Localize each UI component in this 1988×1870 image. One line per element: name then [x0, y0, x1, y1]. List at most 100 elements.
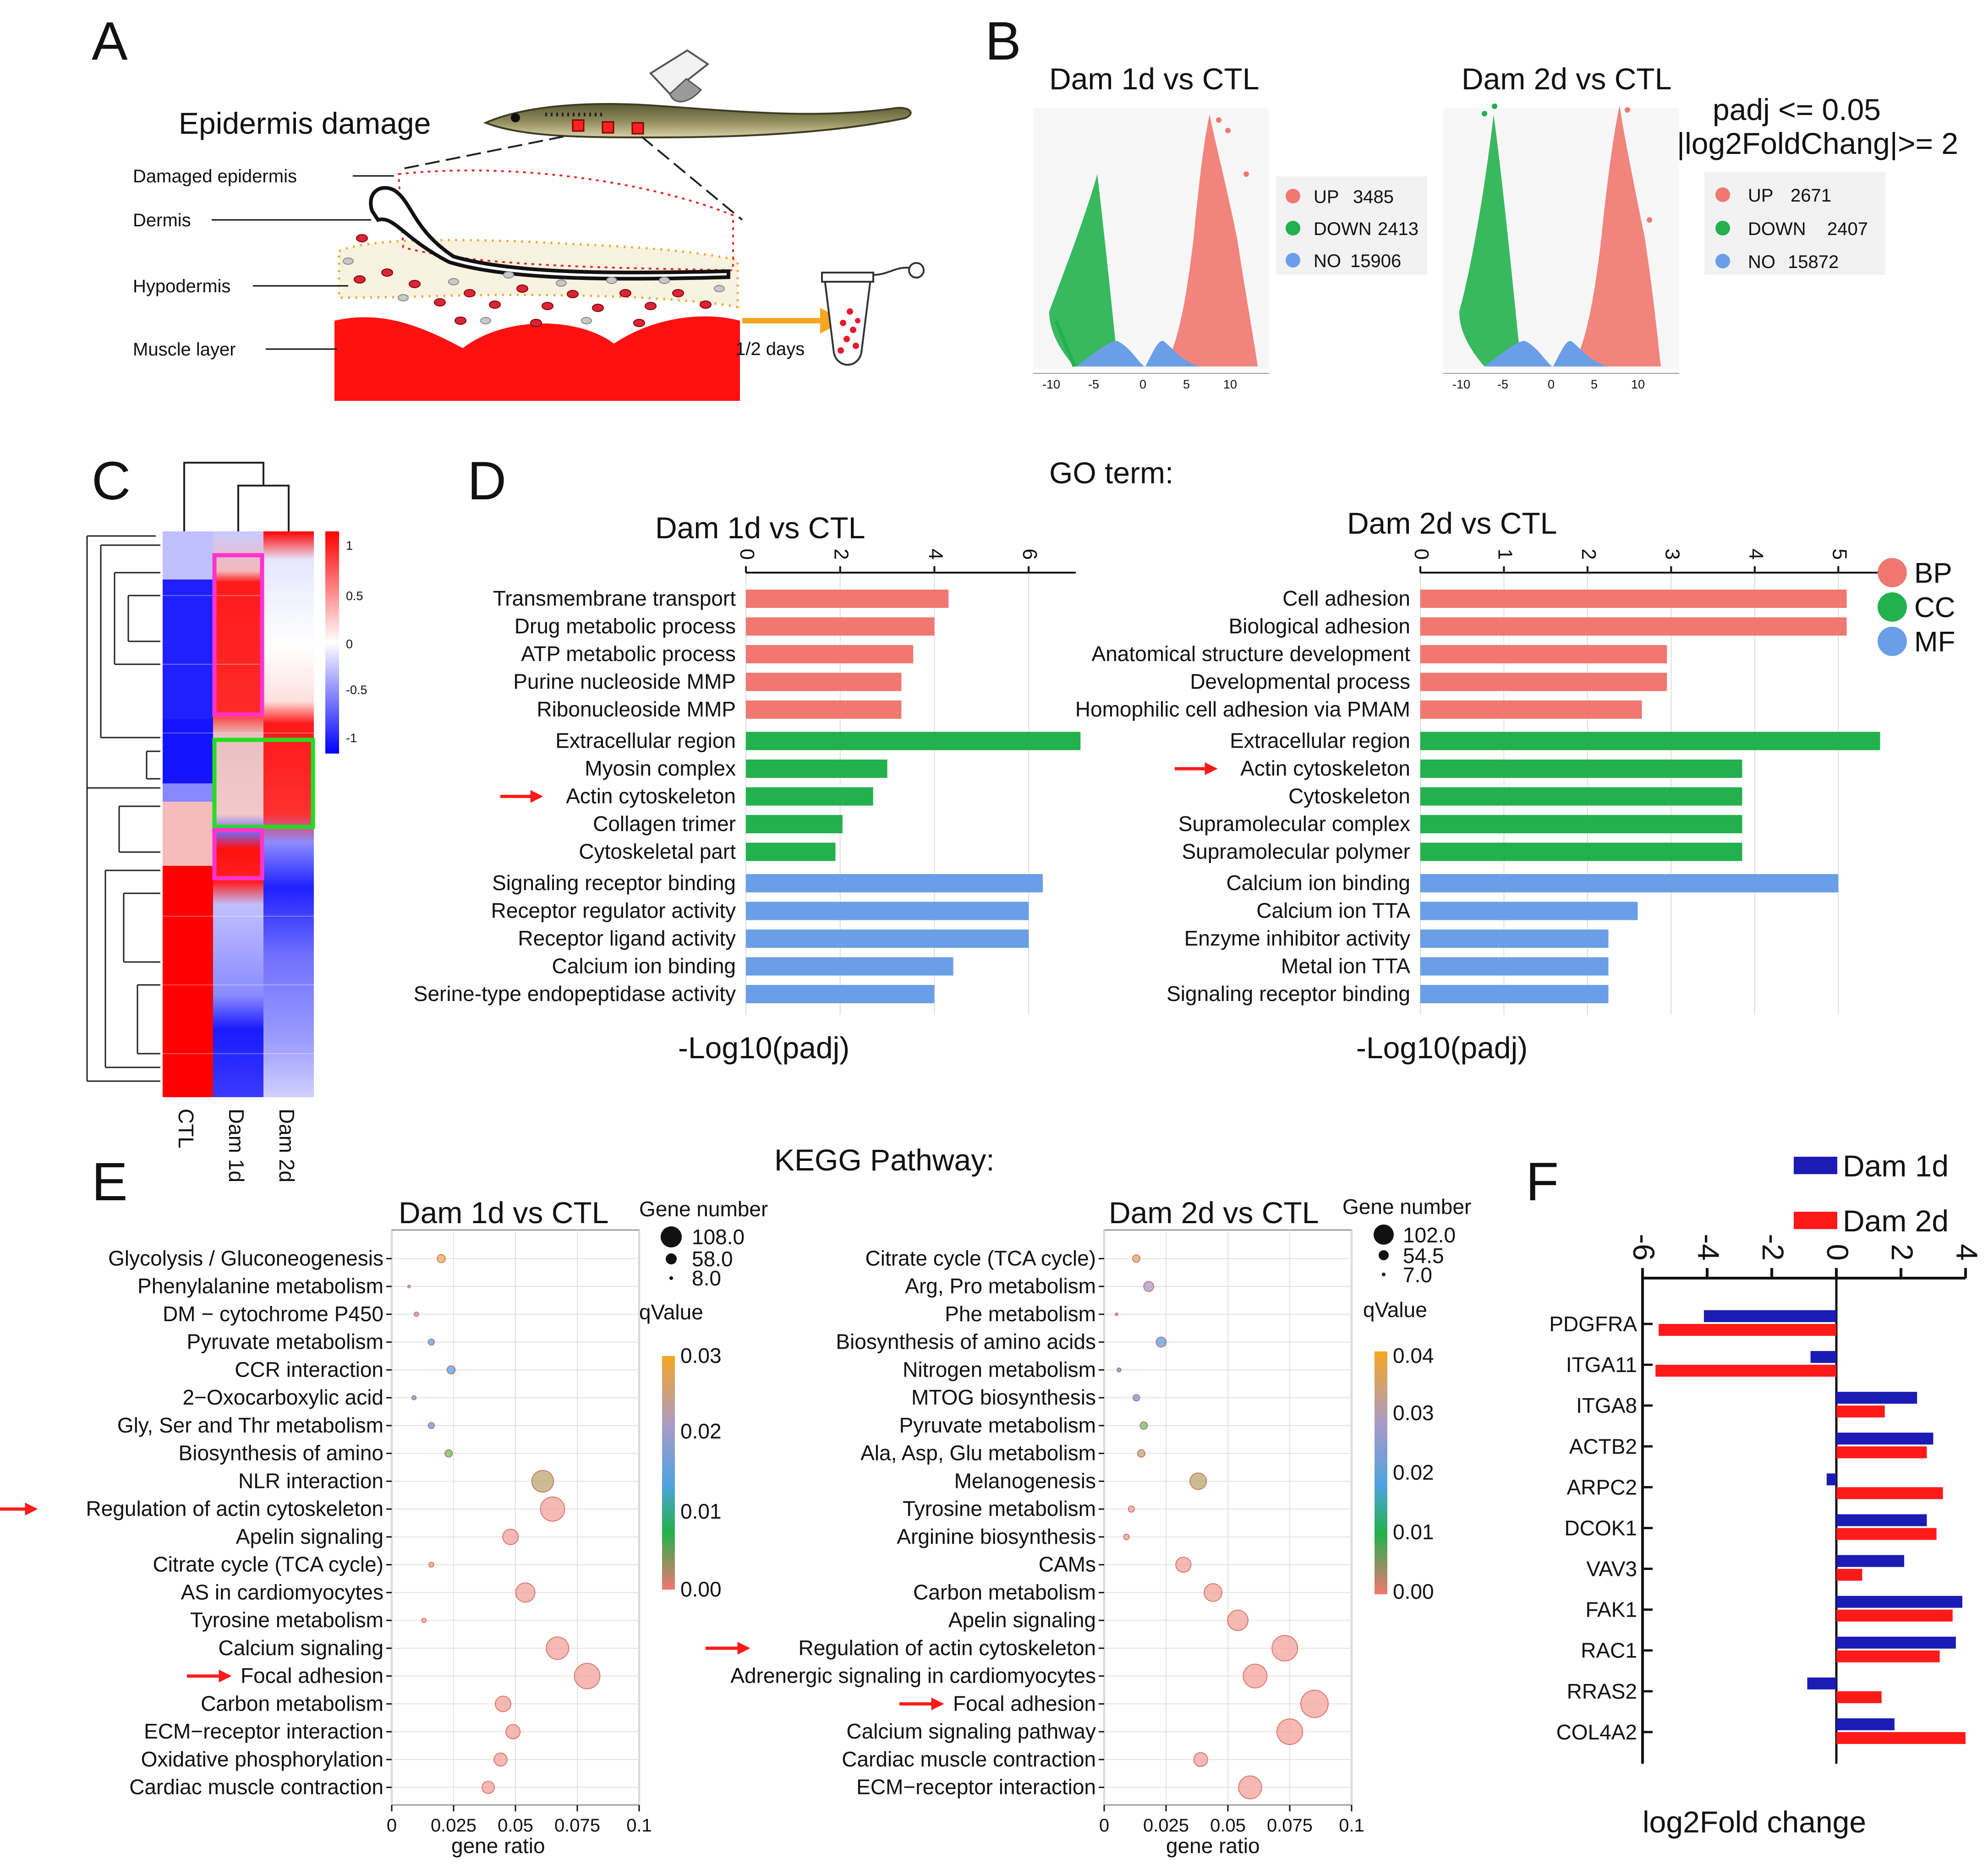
kegg-point — [1143, 1281, 1155, 1292]
kegg-term-label: Ala, Asp, Glu metabolism — [860, 1441, 1096, 1465]
go-bar — [1420, 645, 1667, 663]
tick-label: -10 — [1452, 377, 1470, 391]
kegg-point — [1156, 1336, 1167, 1348]
kegg-point — [411, 1395, 417, 1400]
kegg-point — [421, 1618, 427, 1624]
fc-bar — [1826, 1473, 1836, 1486]
fc-xlabel: log2Fold change — [1643, 1805, 1866, 1839]
tick-label: 0.075 — [554, 1815, 600, 1836]
go-bar — [746, 590, 949, 608]
q-legend-tick: 0.00 — [680, 1577, 722, 1601]
damage-site-marker — [572, 119, 585, 132]
tick-label: -2 — [1756, 1234, 1790, 1261]
gene-label: RRAS2 — [1567, 1679, 1637, 1703]
kegg-dam2d-xlabel: gene ratio — [1166, 1834, 1260, 1858]
kegg-point — [494, 1695, 512, 1712]
label-hypodermis: Hypodermis — [133, 276, 230, 296]
q-legend-tick: 0.01 — [1393, 1520, 1434, 1544]
legend-dam2d: Dam 2d — [1843, 1204, 1949, 1238]
kegg-header: KEGG Pathway: — [774, 1143, 995, 1177]
scale-label: 0.5 — [346, 589, 363, 603]
go-term-label: Transmembrane transport — [493, 586, 736, 610]
go-dam1d-labels: Transmembrane transport Drug metabolic pr… — [414, 586, 736, 1006]
threshold-padj: padj <= 0.05 — [1713, 93, 1881, 126]
panel-c: C — [86, 451, 367, 1182]
tick-label: 0 — [736, 549, 758, 560]
go-term-label: ATP metabolic process — [521, 642, 736, 666]
kegg-term-label: Glycolysis / Gluconeogenesis — [108, 1246, 383, 1270]
go-bar — [746, 673, 902, 691]
go-term-label: Myosin complex — [585, 756, 736, 780]
panel-letter-c: C — [92, 451, 131, 511]
scale-label: 1 — [346, 539, 353, 552]
kegg-point — [1227, 1609, 1249, 1631]
go-dam1d-xlabel: -Log10(padj) — [678, 1031, 849, 1065]
go-term-label: Extracellular region — [1230, 729, 1410, 753]
go-term-label: Anatomical structure development — [1092, 642, 1411, 666]
heatmap-column-ctl: CTL — [174, 1109, 198, 1148]
go-bar — [1420, 985, 1609, 1003]
kegg-dam1d-labels: Glycolysis / Gluconeogenesis Phenylalanin… — [86, 1246, 383, 1799]
kegg-term-label: Citrate cycle (TCA cycle) — [153, 1553, 383, 1576]
fc-bar — [1836, 1446, 1927, 1459]
fc-gene-labels: PDGFRA ITGA11 ITGA8 ACTB2 ARPC2 DCOK1 VAV3 FAK1… — [1549, 1312, 1637, 1744]
gene-label: COL4A2 — [1556, 1720, 1637, 1744]
tissue-diagram — [334, 170, 740, 401]
legend-cc-marker — [1878, 592, 1907, 622]
legend-count-no: 15906 — [1350, 251, 1401, 271]
kegg-term-label: 2−Oxocarboxylic acid — [183, 1385, 383, 1409]
kegg-point — [574, 1662, 601, 1690]
kegg-term-label: Nitrogen metabolism — [903, 1357, 1096, 1381]
tick-label: 4 — [1745, 549, 1767, 560]
kegg-term-label: CAMs — [1039, 1553, 1096, 1576]
legend-mf: MF — [1914, 626, 1955, 658]
kegg-point — [1137, 1449, 1146, 1458]
kegg-term-label: Cardiac muscle contraction — [129, 1775, 383, 1799]
panel-d: D GO term: Dam 1d vs CTL 0 2 4 6 Transmembr… — [414, 451, 1955, 1065]
scale-label: 0 — [346, 637, 353, 651]
go-term-label: Homophilic cell adhesion via PMAM — [1075, 697, 1410, 721]
tick-label: 1 — [1494, 549, 1516, 560]
row-dendrogram — [86, 535, 160, 1082]
tick-label: 2 — [1577, 549, 1600, 560]
tick-label: 2 — [830, 549, 853, 560]
kegg-term-label: Adrenergic signaling in cardiomyocytes — [730, 1664, 1096, 1688]
kegg-term-label: DM − cytochrome P450 — [163, 1302, 383, 1326]
fc-bar — [1836, 1569, 1862, 1581]
threshold-log2fc: |log2FoldChang|>= 2 — [1677, 126, 1958, 160]
go-term-label: Metal ion TTA — [1281, 954, 1410, 978]
fc-bar — [1836, 1609, 1953, 1622]
kegg-dam1d-points — [407, 1254, 601, 1794]
kegg-point — [414, 1311, 419, 1317]
volcano-points-up — [1164, 115, 1258, 366]
sample-tube-icon — [821, 262, 925, 366]
heatmap-column-dam2d: Dam 2d — [275, 1109, 299, 1182]
go-term-label: Receptor ligand activity — [518, 926, 736, 950]
fc-bar — [1836, 1392, 1917, 1404]
scale-label: -0.5 — [346, 683, 367, 697]
kegg-dam2d-title: Dam 2d vs CTL — [1109, 1196, 1319, 1230]
kegg-point — [1189, 1472, 1207, 1490]
kegg-point — [437, 1254, 446, 1263]
tick-label: 0 — [387, 1815, 397, 1836]
kegg-point — [1116, 1367, 1122, 1372]
highlight-arrows — [0, 762, 1218, 1711]
q-legend-tick: 0.02 — [1393, 1460, 1434, 1484]
kegg-term-label: Tyrosine metabolism — [903, 1497, 1096, 1520]
go-term-label: Signaling receptor binding — [1167, 982, 1410, 1006]
go-bar — [746, 617, 935, 636]
kegg-term-label: Tyrosine metabolism — [190, 1608, 383, 1632]
go-term-label: Ribonucleoside MMP — [537, 697, 736, 721]
size-legend-value: 54.5 — [1403, 1244, 1444, 1268]
fc-legend: Dam 1d Dam 2d — [1794, 1149, 1949, 1238]
go-bar — [1420, 700, 1642, 719]
kegg-dam1d-gridlines — [391, 1230, 640, 1805]
kegg-term-label: Biosynthesis of amino acids — [836, 1330, 1096, 1354]
volcano-points-down — [1459, 104, 1521, 366]
gene-label: PDGFRA — [1549, 1312, 1637, 1336]
kegg-dam2d-legend: Gene number 102.0 54.5 7.0 qValue 0.04 0… — [1342, 1195, 1471, 1603]
go-bar — [1420, 617, 1847, 636]
volcano-dam2d-legend: UP 2671 DOWN 2407 NO 15872 — [1715, 186, 1868, 272]
go-dam1d-bars — [746, 590, 1081, 1003]
kegg-dam1d-legend: Gene number 108.0 58.0 8.0 qValue 0.03 0… — [639, 1197, 768, 1601]
